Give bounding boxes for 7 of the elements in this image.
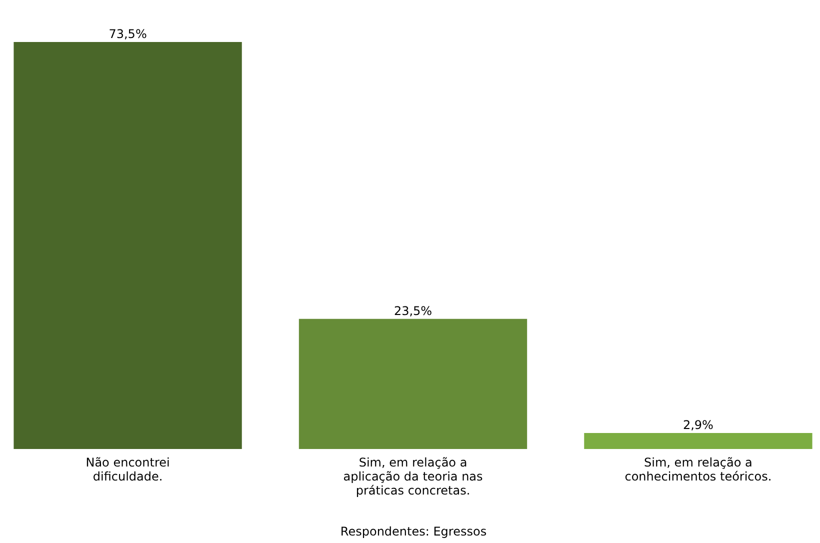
data-label: 2,9%	[682, 418, 714, 432]
x-axis-title: Respondentes: Egressos	[340, 524, 487, 538]
x-tick-label: Sim, em relação a conhecimentos teóricos.	[624, 456, 772, 484]
x-tick-label: Não encontrei dificuldade.	[86, 456, 170, 484]
data-label: 23,5%	[394, 304, 432, 318]
x-tick-label: Sim, em relação a aplicação da teoria nas práticas concretas.	[343, 456, 483, 498]
data-label: 73,5%	[108, 27, 147, 41]
